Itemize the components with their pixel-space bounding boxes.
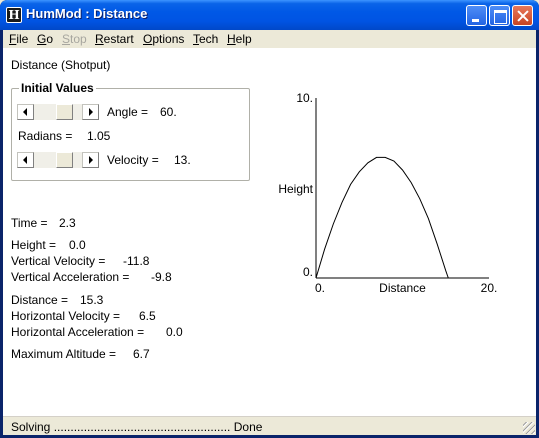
- velocity-scrollbar[interactable]: [17, 152, 99, 168]
- menu-file[interactable]: File: [9, 32, 29, 46]
- maximum-altitude-label: Maximum Altitude =: [11, 347, 117, 361]
- vertical-acceleration-label: Vertical Acceleration =: [11, 270, 130, 284]
- initial-values-title: Initial Values: [19, 81, 96, 95]
- menu-options[interactable]: Options: [143, 32, 185, 46]
- panel-heading: Distance (Shotput): [11, 58, 111, 72]
- angle-scroll-thumb[interactable]: [56, 104, 73, 120]
- horizontal-acceleration-value: 0.0: [166, 325, 183, 339]
- status-text: Solving ................................…: [11, 420, 263, 434]
- angle-label: Angle =: [107, 105, 149, 119]
- angle-value: 60.: [160, 105, 177, 119]
- menu-tech[interactable]: Tech: [193, 32, 219, 46]
- y-axis-label: Height: [278, 182, 313, 196]
- resize-grip-icon[interactable]: [523, 422, 535, 434]
- status-bar: Solving ................................…: [3, 416, 536, 435]
- x-tick-label-min: 0.: [315, 281, 325, 295]
- client-area: Distance (Shotput) Initial Values Angle …: [3, 48, 536, 416]
- horizontal-velocity-label: Horizontal Velocity =: [11, 309, 121, 323]
- y-tick-label-max: 10.: [296, 91, 313, 105]
- maximize-button[interactable]: [489, 5, 510, 26]
- menu-go[interactable]: Go: [37, 32, 54, 46]
- vertical-velocity-label: Vertical Velocity =: [11, 254, 106, 268]
- menu-bar: File Go Stop Restart Options Tech Help: [3, 30, 536, 48]
- distance-label: Distance =: [11, 293, 69, 307]
- initial-values-group: Initial Values Angle = 60. Radians = 1.0…: [11, 81, 250, 181]
- angle-scrollbar[interactable]: [17, 104, 99, 120]
- velocity-scroll-thumb[interactable]: [56, 152, 73, 168]
- minimize-button[interactable]: [466, 5, 487, 26]
- menu-stop[interactable]: Stop: [62, 32, 87, 46]
- angle-increase-arrow-icon[interactable]: [82, 104, 99, 120]
- angle-decrease-arrow-icon[interactable]: [17, 104, 34, 120]
- vertical-velocity-value: -11.8: [123, 254, 150, 268]
- velocity-increase-arrow-icon[interactable]: [82, 152, 99, 168]
- maximum-altitude-value: 6.7: [133, 347, 150, 361]
- height-label: Height =: [11, 238, 57, 252]
- menu-restart[interactable]: Restart: [95, 32, 134, 46]
- horizontal-velocity-value: 6.5: [139, 309, 156, 323]
- y-tick-label-min: 0.: [303, 265, 313, 279]
- radians-label: Radians =: [18, 129, 73, 143]
- velocity-label: Velocity =: [107, 153, 159, 167]
- menu-help[interactable]: Help: [227, 32, 252, 46]
- radians-value: 1.05: [87, 129, 111, 143]
- height-value: 0.0: [69, 238, 86, 252]
- trajectory-plot: 10. 0. 0. 20. Height Distance: [278, 91, 498, 295]
- x-axis-label: Distance: [379, 281, 426, 295]
- distance-value: 15.3: [80, 293, 104, 307]
- hummod-app-icon[interactable]: H: [6, 7, 22, 23]
- horizontal-acceleration-label: Horizontal Acceleration =: [11, 325, 145, 339]
- time-label: Time =: [11, 216, 48, 230]
- close-button[interactable]: [512, 5, 533, 26]
- window-title: HumMod : Distance: [26, 6, 148, 21]
- x-tick-label-max: 20.: [481, 281, 498, 295]
- time-value: 2.3: [59, 216, 76, 230]
- trajectory-line: [315, 156, 449, 279]
- title-bar[interactable]: H HumMod : Distance: [0, 0, 539, 30]
- vertical-acceleration-value: -9.8: [151, 270, 172, 284]
- velocity-decrease-arrow-icon[interactable]: [17, 152, 34, 168]
- velocity-value: 13.: [174, 153, 191, 167]
